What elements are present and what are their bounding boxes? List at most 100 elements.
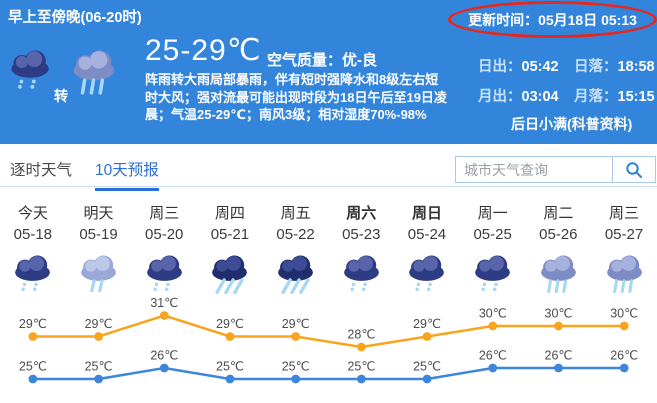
day-label: 周五 xyxy=(280,205,311,222)
day-label: 周四 xyxy=(214,205,245,222)
city-search xyxy=(455,156,656,183)
day-label: 周二 xyxy=(543,205,574,222)
shower-icon xyxy=(328,252,394,299)
forecast-day-column[interactable]: 周二 05-26 xyxy=(526,200,592,299)
temperature-chart: 29℃ 29℃ 31℃ 29℃ 29℃ 28℃ 29℃ 30℃ 30℃ 30℃ 25℃ 25℃ 26℃ 2… xyxy=(19,296,638,384)
forecast-day-column[interactable]: 周日 05-24 xyxy=(394,200,460,299)
rain-heavy-icon xyxy=(526,252,592,299)
day-date: 05-26 xyxy=(539,226,578,243)
tab-hourly-weather[interactable]: 逐时天气 xyxy=(10,162,73,179)
day-date: 05-18 xyxy=(13,226,53,243)
temp-range: 25-29℃ xyxy=(145,34,262,67)
day-label: 明天 xyxy=(83,205,114,222)
update-time: 更新时间：05月18日 05:13 xyxy=(468,11,637,28)
forecast-day-column[interactable]: 周四 05-21 xyxy=(197,200,263,299)
moonset-value: 15:15 xyxy=(617,89,655,105)
temp-point xyxy=(554,363,563,373)
shower-icon xyxy=(460,252,526,299)
temp-point xyxy=(422,332,432,341)
sunset-label: 日落： xyxy=(574,59,618,75)
moonrise-value: 03:04 xyxy=(521,89,559,105)
moonrise: 月出：03:04 xyxy=(478,85,574,106)
temp-label: 26℃ xyxy=(610,349,638,363)
temp-label: 25℃ xyxy=(216,360,244,374)
temp-point xyxy=(159,311,169,320)
day-date: 05-23 xyxy=(342,226,381,243)
temp-label: 26℃ xyxy=(150,349,178,363)
sun-moon-times: 日出：05:42 日落：18:58 月出：03:04 月落：15:15 xyxy=(478,55,655,106)
day-date: 05-24 xyxy=(407,226,447,243)
temp-point xyxy=(291,374,301,384)
day-date: 05-22 xyxy=(276,226,315,243)
temp-point xyxy=(28,374,38,384)
temp-label: 25℃ xyxy=(282,360,310,374)
moonrise-label: 月出： xyxy=(478,89,522,105)
temp-point xyxy=(422,374,432,384)
air-quality: 空气质量：优-良 xyxy=(267,52,377,69)
forecast-day-column[interactable]: 明天 05-19 xyxy=(66,200,132,299)
rain-heavy-icon xyxy=(70,50,118,101)
temp-point xyxy=(225,374,235,384)
rainstorm-icon xyxy=(197,252,263,299)
solar-term-link[interactable]: 后日小满(科普资料) xyxy=(511,116,633,132)
temp-point xyxy=(159,363,169,373)
forecast-day-column[interactable]: 周五 05-22 xyxy=(263,200,329,299)
temp-point xyxy=(94,374,103,384)
shower-icon xyxy=(0,252,66,299)
shower-icon xyxy=(394,252,460,299)
forecast-day-column[interactable]: 今天 05-18 xyxy=(0,200,66,299)
temp-point xyxy=(225,332,235,341)
temp-point xyxy=(619,321,629,331)
current-weather-icons: 转 xyxy=(8,50,138,112)
temp-line xyxy=(32,314,625,349)
sunrise-value: 05:42 xyxy=(521,59,559,75)
temp-point xyxy=(488,363,498,373)
day-date: 05-19 xyxy=(79,226,118,243)
temp-label: 29℃ xyxy=(282,317,310,331)
rainstorm-icon xyxy=(263,252,329,299)
day-label: 周六 xyxy=(346,205,377,222)
temp-label: 25℃ xyxy=(413,360,441,374)
day-label: 周三 xyxy=(149,205,180,222)
temp-point xyxy=(619,363,629,373)
sunset-value: 18:58 xyxy=(617,59,655,75)
day-date: 05-21 xyxy=(210,226,250,243)
temp-label: 25℃ xyxy=(19,360,47,374)
rain-moderate-icon xyxy=(66,252,132,299)
temp-point xyxy=(554,321,563,331)
sunrise-label: 日出： xyxy=(478,59,522,75)
transition-label: 转 xyxy=(54,88,68,104)
temp-point xyxy=(94,332,103,341)
temp-point xyxy=(357,374,366,384)
temp-label: 29℃ xyxy=(216,317,244,331)
temp-label: 26℃ xyxy=(545,349,573,363)
temp-label: 25℃ xyxy=(85,360,113,374)
forecast-day-column[interactable]: 周一 05-25 xyxy=(460,200,526,299)
rain-heavy-icon xyxy=(591,252,657,299)
moonset: 月落：15:15 xyxy=(574,85,655,106)
tab-10day-forecast[interactable]: 10天预报 xyxy=(95,158,159,191)
day-date: 05-25 xyxy=(473,226,512,243)
forecast-day-column[interactable]: 周三 05-27 xyxy=(591,200,657,299)
forecast-day-column[interactable]: 周三 05-20 xyxy=(131,200,197,299)
weather-description: 阵雨转大雨局部暴雨，伴有短时强降水和8级左右短时大风；强对流最可能出现时段为18… xyxy=(145,72,447,122)
day-label: 今天 xyxy=(17,205,48,222)
temp-label: 29℃ xyxy=(19,317,47,331)
day-label: 周日 xyxy=(411,205,442,222)
search-button[interactable] xyxy=(613,156,656,183)
forecast-day-column[interactable]: 周六 05-23 xyxy=(328,200,394,299)
header-banner: 早上至傍晚(06-20时) 更新时间：05月18日 05:13 转 25-29℃… xyxy=(0,0,657,144)
search-input[interactable] xyxy=(455,156,613,183)
period-label: 早上至傍晚(06-20时) xyxy=(8,10,142,26)
temp-label: 29℃ xyxy=(413,317,441,331)
temp-label: 30℃ xyxy=(610,307,638,321)
temp-label: 29℃ xyxy=(85,317,113,331)
temp-label: 31℃ xyxy=(150,296,178,310)
temp-label: 26℃ xyxy=(479,349,507,363)
shower-icon xyxy=(8,50,52,97)
moonset-label: 月落： xyxy=(574,89,618,105)
temp-label: 28℃ xyxy=(347,328,375,342)
shower-icon xyxy=(131,252,197,299)
temp-point xyxy=(291,332,301,341)
